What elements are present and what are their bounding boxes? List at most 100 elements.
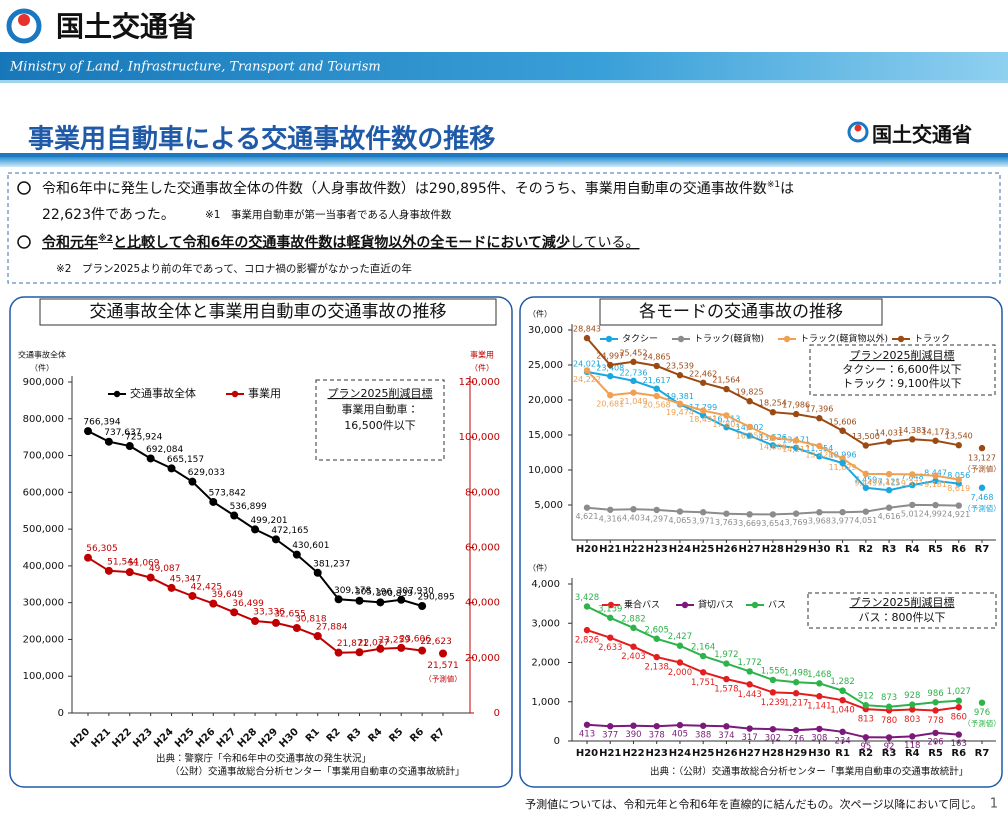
data-point bbox=[653, 392, 660, 400]
data-point bbox=[955, 476, 962, 483]
legend-swatch bbox=[751, 601, 759, 609]
logo-text: 国土交通省 bbox=[872, 123, 972, 147]
legend-label: 貸切バス bbox=[698, 599, 734, 611]
x-tick-label: H22 bbox=[622, 748, 644, 759]
panel bbox=[9, 296, 513, 788]
data-point bbox=[653, 362, 660, 370]
data-point bbox=[271, 618, 280, 627]
x-tick-label: H22 bbox=[622, 544, 644, 555]
data-point bbox=[676, 508, 684, 515]
data-point bbox=[125, 568, 134, 577]
y2-tick-label: 100,000 bbox=[459, 432, 500, 443]
data-point bbox=[607, 372, 614, 380]
legend-label: 事業用 bbox=[248, 387, 281, 400]
data-point bbox=[792, 410, 800, 418]
x-tick-label: H29 bbox=[785, 748, 807, 759]
data-label: 23,606 bbox=[399, 634, 431, 644]
data-label: 24,865 bbox=[643, 352, 671, 361]
data-label: 3,971 bbox=[692, 517, 715, 526]
x-tick-label: H30 bbox=[808, 748, 830, 759]
data-label: 22,027 bbox=[358, 639, 390, 649]
data-point bbox=[909, 706, 916, 713]
data-point bbox=[630, 722, 637, 729]
data-point bbox=[188, 477, 197, 486]
data-label: 308 bbox=[811, 733, 827, 743]
legend-swatch bbox=[677, 335, 685, 343]
data-point bbox=[723, 510, 730, 517]
data-label: 737,637 bbox=[104, 428, 141, 438]
data-label: 30,818 bbox=[295, 614, 327, 624]
data-label: 1,217 bbox=[784, 699, 808, 709]
legend-swatch bbox=[605, 335, 613, 343]
data-point bbox=[397, 643, 406, 652]
ref: ※1 bbox=[767, 180, 780, 190]
data-point bbox=[104, 566, 113, 575]
data-point bbox=[955, 442, 962, 449]
legend-label: タクシー bbox=[622, 334, 658, 345]
data-point bbox=[630, 624, 637, 632]
data-label: 27,884 bbox=[316, 623, 348, 633]
data-label: 4,992 bbox=[924, 510, 947, 519]
data-label: 13,428 bbox=[805, 451, 833, 460]
x-tick-label: H28 bbox=[236, 726, 260, 750]
data-point bbox=[209, 599, 218, 608]
data-label: 766,394 bbox=[83, 418, 120, 428]
legend-label: バス bbox=[768, 600, 786, 611]
legend-swatch bbox=[113, 390, 121, 398]
data-point bbox=[125, 442, 134, 451]
data-point bbox=[607, 506, 614, 513]
data-point bbox=[746, 511, 753, 518]
data-point bbox=[792, 444, 800, 452]
data-label: 3,769 bbox=[785, 518, 808, 527]
data-point bbox=[630, 389, 637, 396]
x-tick-label: R6 bbox=[951, 544, 966, 555]
x-tick-label: H23 bbox=[131, 726, 155, 750]
data-point bbox=[167, 583, 176, 592]
data-label: 45,347 bbox=[170, 574, 202, 584]
x-tick-label: R5 bbox=[928, 544, 943, 555]
data-point bbox=[583, 504, 591, 511]
data-point bbox=[583, 626, 591, 634]
data-point bbox=[862, 484, 870, 491]
data-point bbox=[746, 725, 753, 732]
data-label: 14,031 bbox=[875, 428, 903, 437]
y2-tick-label: 120,000 bbox=[459, 377, 500, 388]
data-label: 22,462 bbox=[689, 369, 717, 378]
data-label: 873 bbox=[881, 693, 897, 703]
y-tick-label: 2,000 bbox=[531, 658, 560, 669]
data-point bbox=[439, 649, 447, 658]
data-point bbox=[746, 668, 753, 675]
data-point bbox=[723, 424, 730, 431]
chart-title: 各モードの交通事故の推移 bbox=[639, 302, 843, 322]
data-point bbox=[816, 509, 823, 516]
ministry-name: Ministry of Land, Infrastructure, Transp… bbox=[9, 60, 381, 75]
y-axis-unit: （件） bbox=[528, 563, 552, 573]
data-point bbox=[955, 697, 962, 704]
data-label: 2,164 bbox=[691, 643, 715, 653]
data-point bbox=[816, 415, 823, 422]
data-point bbox=[978, 699, 986, 706]
header-band bbox=[0, 52, 1008, 80]
data-label: 3,654 bbox=[761, 519, 784, 528]
data-label: 1,040 bbox=[830, 706, 854, 716]
forecast-note: （予測値） bbox=[424, 674, 462, 684]
summary: 令和6年中に発生した交通事故全体の件数（人身事故件数）は290,895件、そのう… bbox=[7, 172, 1001, 284]
data-point bbox=[816, 680, 823, 687]
x-tick-label: H27 bbox=[738, 544, 760, 555]
data-point bbox=[699, 509, 707, 516]
target-text: 事業用自動車： bbox=[342, 402, 419, 416]
y2-axis-unit: （件） bbox=[470, 363, 494, 373]
data-label: 4,297 bbox=[645, 514, 668, 523]
data-point bbox=[885, 504, 893, 511]
data-point bbox=[862, 470, 870, 478]
data-label: 725,924 bbox=[125, 433, 162, 443]
data-label: 56,305 bbox=[86, 544, 118, 554]
x-tick-label: H21 bbox=[599, 748, 621, 759]
data-point bbox=[769, 442, 777, 449]
data-label: 7,121 bbox=[878, 478, 901, 487]
data-point bbox=[653, 653, 660, 661]
data-point bbox=[816, 453, 823, 460]
data-label: 19,381 bbox=[666, 392, 694, 401]
data-point bbox=[839, 427, 846, 434]
